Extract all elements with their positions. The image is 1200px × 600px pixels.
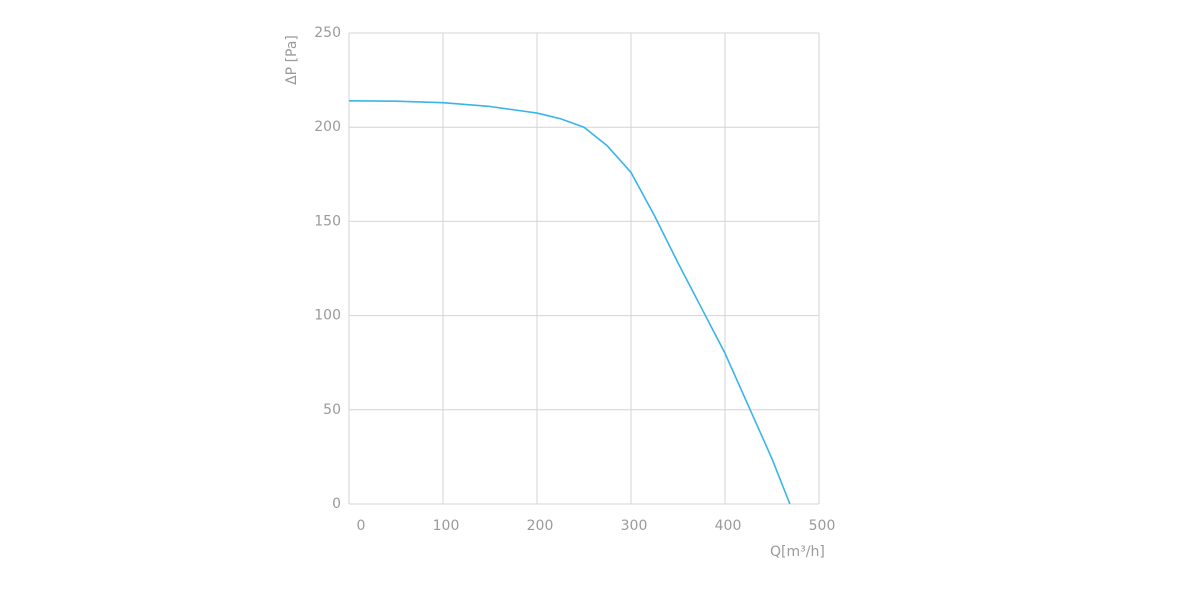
x-tick-label: 500: [809, 518, 836, 534]
y-tick-label: 100: [314, 308, 341, 324]
x-tick-label: 300: [621, 518, 648, 534]
y-tick-label: 250: [314, 25, 341, 41]
x-axis-label: Q[m³/h]: [770, 544, 825, 560]
y-axis-label: ΔP [Pa]: [284, 35, 300, 85]
y-tick-label: 150: [314, 213, 341, 229]
y-tick-label: 50: [323, 402, 341, 418]
y-tick-label: 0: [332, 496, 341, 512]
x-tick-label: 400: [715, 518, 742, 534]
x-tick-label: 0: [357, 518, 366, 534]
x-tick-label: 200: [527, 518, 554, 534]
curve: [348, 100, 791, 505]
y-tick-label: 200: [314, 119, 341, 135]
x-tick-label: 100: [433, 518, 460, 534]
